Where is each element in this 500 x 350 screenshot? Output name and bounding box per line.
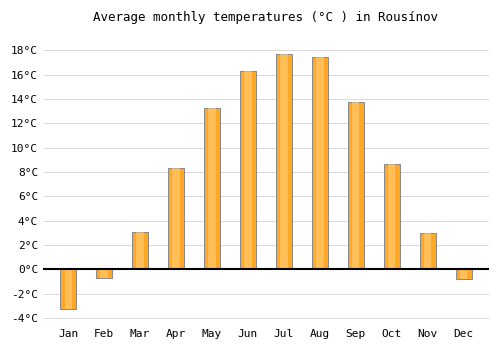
Bar (132, 232, 148, 269)
Bar (348, 102, 364, 269)
Bar (388, 163, 396, 269)
Bar (240, 71, 256, 269)
Bar (312, 57, 328, 269)
Bar (204, 107, 220, 269)
Bar (208, 107, 216, 269)
Bar (168, 168, 184, 269)
Bar (276, 54, 292, 269)
Title: Average monthly temperatures (°C ) in Rousínov: Average monthly temperatures (°C ) in Ro… (94, 11, 438, 24)
Bar (64, 269, 72, 309)
Bar (60, 269, 76, 309)
Bar (96, 269, 112, 278)
Bar (384, 163, 400, 269)
Bar (352, 102, 360, 269)
Bar (424, 233, 432, 269)
Bar (316, 57, 324, 269)
Bar (280, 54, 287, 269)
Bar (460, 269, 468, 279)
Bar (456, 269, 472, 279)
Bar (172, 168, 180, 269)
Bar (420, 233, 436, 269)
Bar (136, 232, 143, 269)
Bar (100, 269, 107, 278)
Bar (244, 71, 252, 269)
